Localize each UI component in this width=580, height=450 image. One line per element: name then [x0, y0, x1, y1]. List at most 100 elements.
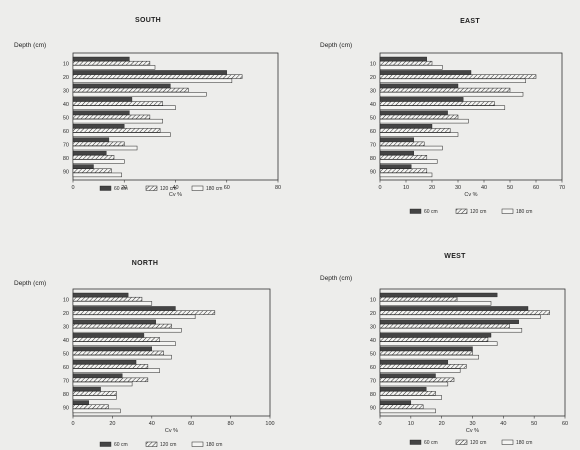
y-tick-label: 90: [63, 169, 69, 175]
y-axis-label: Depth (cm): [320, 42, 352, 49]
bar: [379, 74, 537, 79]
bar: [72, 319, 156, 324]
bar: [72, 164, 94, 169]
bar: [72, 373, 123, 378]
bar: [72, 306, 176, 311]
x-tick-label: 0: [71, 421, 74, 427]
bar: [72, 360, 137, 365]
bar: [379, 141, 425, 147]
legend: 60 cm 120 cm 180 cm: [99, 441, 222, 448]
x-tick-label: 50: [531, 421, 537, 427]
bar: [379, 83, 459, 88]
bar: [379, 56, 427, 62]
bar: [379, 101, 495, 106]
legend-swatch: [99, 185, 112, 191]
y-tick-label: 20: [370, 311, 376, 317]
bar: [379, 92, 524, 97]
bar: [379, 114, 459, 120]
legend: 60 cm 120 cm 180 cm: [409, 208, 532, 215]
y-tick-label: 10: [370, 62, 376, 68]
bar: [72, 56, 130, 62]
y-tick-label: 60: [370, 365, 376, 371]
legend-swatch: [409, 208, 422, 214]
bar: [379, 350, 473, 356]
bar: [72, 323, 172, 329]
x-tick-label: 40: [172, 185, 178, 191]
bar: [379, 132, 459, 137]
x-axis-label: Cv %: [169, 192, 182, 198]
bar: [72, 350, 164, 356]
y-tick-label: 70: [370, 378, 376, 384]
bar: [72, 70, 227, 75]
bar: [72, 132, 171, 137]
bar: [379, 395, 442, 400]
chart-title: WEST: [444, 253, 466, 260]
bar: [379, 408, 436, 414]
bar: [379, 386, 427, 392]
y-tick-label: 10: [370, 298, 376, 304]
bar: [379, 346, 473, 351]
bar: [72, 301, 153, 306]
bar: [379, 301, 492, 306]
bar: [379, 292, 498, 298]
bar: [379, 159, 438, 164]
bar: [72, 395, 117, 400]
bar: [72, 114, 151, 120]
x-tick-label: 60: [188, 421, 194, 427]
y-tick-label: 10: [63, 62, 69, 68]
x-tick-label: 70: [559, 185, 565, 191]
bar: [72, 400, 89, 405]
x-tick-label: 20: [439, 421, 445, 427]
bar: [379, 391, 436, 396]
x-tick-label: 30: [469, 421, 475, 427]
bar: [379, 328, 523, 333]
x-tick-label: 20: [109, 421, 115, 427]
bar: [379, 87, 511, 93]
bar: [379, 145, 443, 151]
bar: [72, 128, 161, 133]
chart-title: SOUTH: [135, 17, 161, 24]
bar: [72, 381, 133, 387]
bar: [72, 150, 107, 156]
y-tick-label: 60: [370, 129, 376, 135]
legend: 60 cm 120 cm 180 cm: [99, 185, 222, 192]
x-tick-label: 40: [481, 185, 487, 191]
bar: [72, 368, 160, 373]
bar: [72, 333, 145, 338]
bar: [72, 314, 196, 319]
bar: [72, 328, 182, 333]
chart-panel-east: EAST Depth (cm) 10 20 30 40 50 60 70 80 90 0 10 20 30 4…: [320, 18, 565, 215]
bar: [379, 137, 414, 142]
bar: [379, 337, 489, 342]
bar: [72, 141, 125, 147]
bar: [72, 354, 172, 360]
bar: [72, 155, 115, 160]
bar: [379, 377, 455, 383]
bar: [72, 292, 129, 298]
legend-swatch: [501, 208, 514, 214]
bar: [72, 341, 176, 346]
bar: [379, 150, 414, 156]
y-tick-label: 40: [370, 102, 376, 108]
y-tick-label: 30: [63, 89, 69, 95]
bar: [379, 65, 443, 70]
x-tick-label: 40: [500, 421, 506, 427]
legend-swatch: [191, 185, 204, 191]
y-tick-label: 50: [63, 116, 69, 122]
bar: [379, 78, 526, 83]
x-axis-label: Cv %: [165, 428, 178, 434]
bar: [379, 124, 433, 129]
chart-panel-west: WEST Depth (cm) 10 20 30 40 50 60 70 80 90 0 10 20 30 4…: [320, 253, 568, 446]
x-tick-label: 80: [275, 185, 281, 191]
bar: [379, 310, 550, 315]
chart-title: NORTH: [132, 260, 158, 267]
legend-label: 60 cm: [424, 209, 438, 215]
x-tick-label: 0: [71, 185, 74, 191]
x-tick-label: 20: [429, 185, 435, 191]
y-tick-label: 10: [63, 298, 69, 304]
bar: [72, 364, 149, 369]
bar: [379, 172, 433, 178]
legend-label: 60 cm: [114, 442, 128, 448]
bar: [379, 400, 412, 405]
